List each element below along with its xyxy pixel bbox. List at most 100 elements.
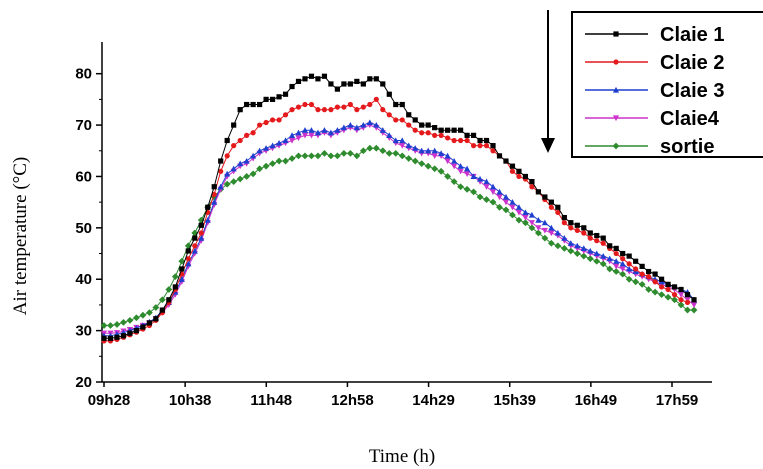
data-point-sortie — [651, 288, 659, 296]
y-tick-label: 70 — [75, 117, 92, 134]
data-point-claie-1 — [321, 73, 328, 79]
data-point-sortie — [366, 144, 374, 152]
data-point-claie-1 — [127, 330, 133, 336]
data-point-claie-2 — [451, 137, 457, 144]
data-point-claie-1 — [529, 179, 535, 185]
data-point-claie-2 — [548, 204, 554, 210]
data-point-claie-2 — [483, 143, 490, 149]
data-point-claie-3 — [541, 219, 548, 226]
data-point-sortie — [327, 152, 335, 160]
data-point-claie-1 — [678, 286, 684, 293]
data-point-claie-3 — [353, 124, 360, 131]
data-point-claie-1 — [101, 335, 107, 341]
data-point-claie-1 — [354, 78, 360, 84]
data-point-claie-3 — [463, 165, 471, 172]
data-point-claie-1 — [185, 248, 191, 254]
data-point-sortie — [120, 318, 127, 326]
data-point-claie-1 — [334, 86, 341, 92]
data-point-claie-2 — [295, 104, 302, 110]
data-point-claie-2 — [289, 107, 295, 113]
data-point-claie-3 — [399, 137, 406, 144]
data-point-claie-2 — [250, 130, 256, 136]
data-point-claie-1 — [380, 81, 386, 87]
data-point-sortie — [184, 242, 192, 250]
data-point-sortie — [677, 301, 685, 309]
data-point-claie-3 — [366, 119, 373, 126]
data-point-sortie — [457, 183, 464, 191]
data-point-claie-1 — [393, 101, 399, 108]
data-point-sortie — [612, 268, 620, 275]
legend-swatch-marker — [612, 142, 620, 150]
data-point-claie-1 — [581, 225, 587, 231]
data-point-claie-3 — [217, 183, 224, 190]
data-point-claie-1 — [231, 122, 237, 128]
data-point-claie-3 — [204, 217, 211, 223]
data-point-claie-2 — [490, 148, 496, 154]
data-point-sortie — [573, 250, 581, 257]
data-point-claie-2 — [457, 137, 464, 144]
data-point-sortie — [645, 286, 653, 293]
data-point-claie-2 — [406, 122, 412, 128]
data-point-claie-1 — [568, 220, 574, 226]
data-point-claie-2 — [198, 230, 204, 236]
data-point-claie-3 — [275, 139, 283, 146]
data-point-claie-3 — [431, 147, 438, 154]
data-point-claie-2 — [386, 112, 392, 118]
x-tick-label: 15h39 — [493, 392, 536, 409]
data-point-claie-2 — [263, 119, 269, 126]
data-point-sortie — [275, 157, 283, 165]
data-point-claie-2 — [224, 153, 230, 159]
data-point-claie-3 — [476, 175, 484, 182]
data-point-claie-2 — [341, 104, 347, 110]
data-point-claie-3 — [554, 229, 561, 236]
data-point-claie-3 — [600, 253, 607, 259]
data-point-claie-3 — [224, 170, 231, 177]
data-point-claie-3 — [438, 150, 445, 156]
data-point-claie4 — [483, 184, 490, 190]
data-point-claie-3 — [256, 147, 263, 154]
data-point-claie-1 — [295, 78, 302, 84]
data-point-claie-3 — [457, 163, 464, 169]
data-point-claie-3 — [587, 247, 594, 254]
data-point-claie-2 — [633, 266, 639, 272]
data-point-claie-3 — [308, 127, 315, 133]
data-point-sortie — [489, 198, 497, 206]
data-point-sortie — [398, 152, 406, 160]
annotation-arrow-head — [541, 138, 555, 153]
data-point-claie-2 — [347, 101, 353, 108]
x-tick-label: 11h48 — [250, 392, 292, 409]
data-point-claie-1 — [503, 158, 509, 164]
data-point-claie-2 — [432, 132, 438, 138]
data-point-sortie — [632, 278, 640, 286]
data-point-sortie — [522, 219, 529, 227]
legend-item-claie4: Claie4 — [585, 108, 720, 130]
data-point-sortie — [282, 157, 289, 165]
data-point-claie-2 — [419, 130, 425, 136]
data-point-claie-3 — [211, 199, 218, 205]
legend-label: Claie 3 — [660, 80, 724, 102]
data-point-sortie — [444, 173, 452, 180]
data-point-claie-2 — [218, 168, 224, 174]
data-point-claie-2 — [613, 250, 619, 257]
data-point-claie4 — [301, 132, 309, 139]
data-point-claie-2 — [231, 143, 237, 149]
data-point-claie-2 — [574, 227, 580, 234]
data-point-claie-2 — [665, 286, 671, 293]
y-tick-label: 30 — [75, 323, 92, 340]
data-point-claie-1 — [574, 222, 580, 228]
data-point-claie-1 — [483, 137, 490, 144]
data-point-sortie — [658, 291, 665, 299]
data-point-claie-2 — [529, 184, 535, 190]
data-point-claie-1 — [153, 316, 159, 322]
data-point-claie-3 — [178, 276, 185, 282]
data-point-sortie — [619, 270, 627, 278]
data-point-claie-2 — [334, 104, 341, 110]
data-point-claie-3 — [360, 121, 367, 128]
data-point-claie4 — [451, 163, 458, 170]
data-point-claie-3 — [470, 173, 477, 180]
data-point-sortie — [509, 211, 516, 219]
data-point-sortie — [690, 306, 698, 314]
data-point-sortie — [450, 178, 458, 185]
data-point-claie4 — [528, 220, 536, 226]
data-point-sortie — [483, 196, 490, 203]
